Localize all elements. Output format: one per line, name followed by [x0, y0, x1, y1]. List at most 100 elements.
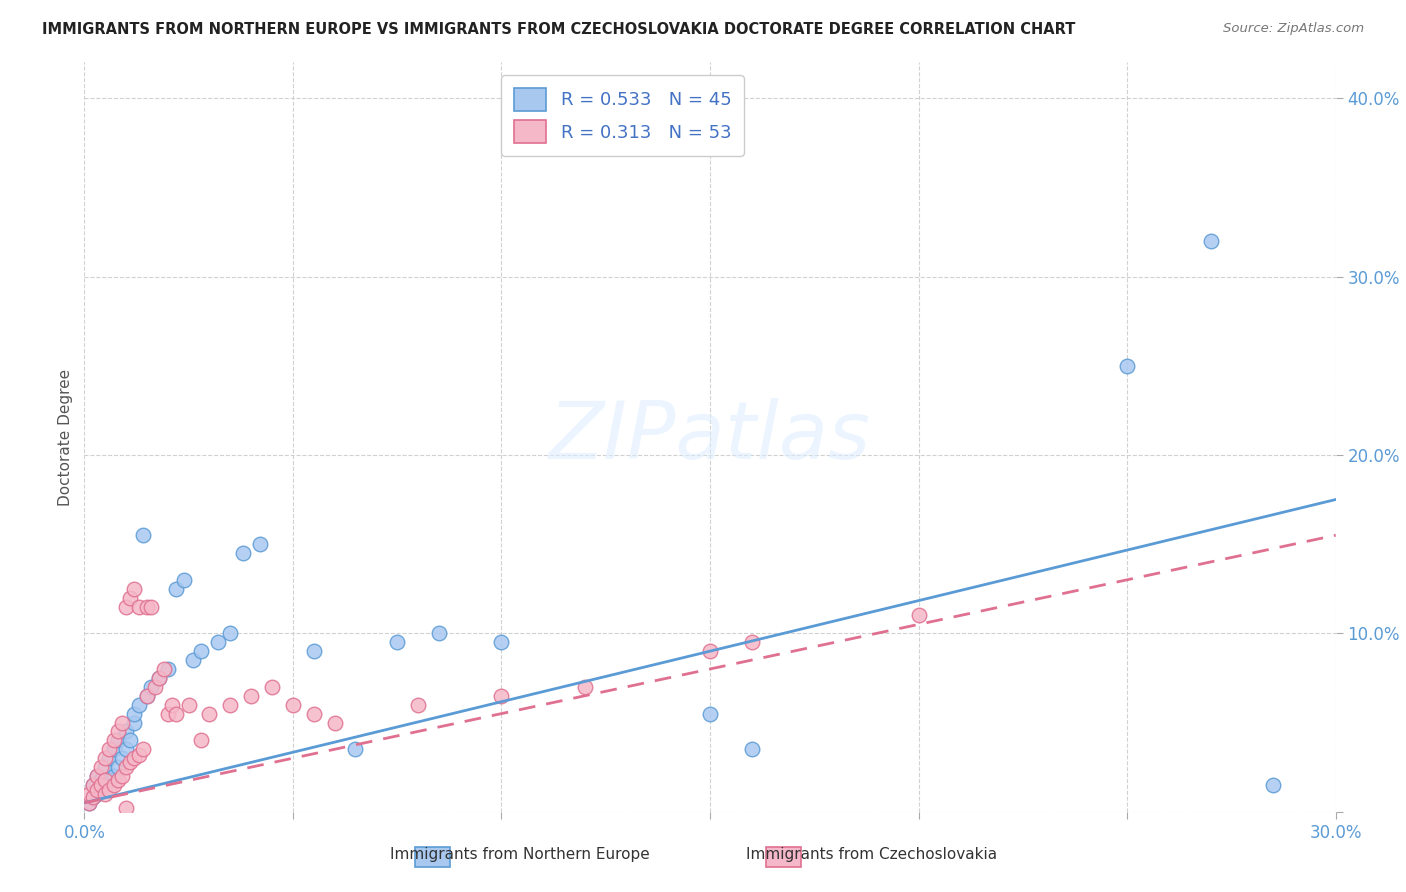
Point — [148, 671, 170, 685]
Point — [143, 680, 166, 694]
Point — [86, 769, 108, 783]
Point — [124, 715, 146, 730]
Point — [124, 706, 146, 721]
Point — [262, 680, 284, 694]
Point — [249, 537, 271, 551]
Point — [219, 626, 242, 640]
Point — [240, 689, 263, 703]
Point — [77, 796, 100, 810]
Point — [86, 769, 108, 783]
Point — [128, 747, 150, 762]
Point — [219, 698, 242, 712]
Point — [741, 742, 763, 756]
Point — [128, 599, 150, 614]
Point — [103, 733, 125, 747]
Point — [111, 769, 134, 783]
Point — [1116, 359, 1139, 373]
Text: Immigrants from Czechoslovakia: Immigrants from Czechoslovakia — [747, 847, 997, 862]
Point — [124, 751, 146, 765]
Point — [132, 742, 155, 756]
Text: Source: ZipAtlas.com: Source: ZipAtlas.com — [1223, 22, 1364, 36]
Y-axis label: Doctorate Degree: Doctorate Degree — [58, 368, 73, 506]
Point — [302, 706, 325, 721]
Point — [94, 760, 117, 774]
Point — [427, 626, 450, 640]
Point — [574, 680, 596, 694]
Point — [160, 698, 183, 712]
Point — [82, 778, 104, 792]
Text: IMMIGRANTS FROM NORTHERN EUROPE VS IMMIGRANTS FROM CZECHOSLOVAKIA DOCTORATE DEGR: IMMIGRANTS FROM NORTHERN EUROPE VS IMMIG… — [42, 22, 1076, 37]
Point — [385, 635, 409, 649]
Point — [165, 582, 187, 596]
Point — [103, 769, 125, 783]
Point — [741, 635, 763, 649]
Point — [699, 644, 721, 658]
Point — [136, 689, 159, 703]
Text: Immigrants from Northern Europe: Immigrants from Northern Europe — [391, 847, 650, 862]
Point — [323, 715, 346, 730]
Point — [98, 783, 121, 797]
Point — [132, 528, 155, 542]
Point — [82, 790, 104, 805]
Point — [94, 787, 117, 801]
Point — [90, 783, 112, 797]
Point — [77, 787, 100, 801]
Point — [86, 783, 108, 797]
Point — [115, 760, 138, 774]
Point — [1199, 234, 1222, 248]
Text: ZIPatlas: ZIPatlas — [548, 398, 872, 476]
Point — [111, 715, 134, 730]
Point — [1263, 778, 1285, 792]
Point — [344, 742, 367, 756]
Point — [90, 772, 112, 787]
Point — [103, 742, 125, 756]
Point — [907, 608, 929, 623]
Point — [190, 733, 212, 747]
Point — [115, 599, 138, 614]
Point — [302, 644, 325, 658]
Point — [198, 706, 221, 721]
Point — [82, 778, 104, 792]
Point — [491, 689, 513, 703]
Point — [699, 706, 721, 721]
Point — [94, 778, 117, 792]
Point — [120, 733, 142, 747]
Point — [232, 546, 254, 560]
Point — [107, 772, 129, 787]
Point — [491, 635, 513, 649]
Point — [156, 706, 179, 721]
Point — [90, 760, 112, 774]
Point — [406, 698, 429, 712]
Point — [90, 778, 112, 792]
Point — [103, 778, 125, 792]
Point — [156, 662, 179, 676]
Point — [77, 796, 100, 810]
Point — [207, 635, 229, 649]
Point — [177, 698, 200, 712]
Point — [152, 662, 174, 676]
Point — [94, 751, 117, 765]
Point — [139, 680, 162, 694]
Point — [120, 755, 142, 769]
Legend: R = 0.533   N = 45, R = 0.313   N = 53: R = 0.533 N = 45, R = 0.313 N = 53 — [501, 75, 744, 156]
Point — [115, 801, 138, 815]
Point — [281, 698, 304, 712]
Point — [86, 787, 108, 801]
Point — [173, 573, 195, 587]
Point — [82, 790, 104, 805]
Point — [165, 706, 187, 721]
Point — [107, 724, 129, 739]
Point — [120, 591, 142, 605]
Point — [98, 772, 121, 787]
Point — [107, 733, 129, 747]
Point — [124, 582, 146, 596]
Point — [115, 724, 138, 739]
Point — [136, 599, 159, 614]
Point — [139, 599, 162, 614]
Point — [94, 772, 117, 787]
Point — [98, 751, 121, 765]
Point — [128, 698, 150, 712]
Point — [190, 644, 212, 658]
Point — [115, 742, 138, 756]
Point — [111, 751, 134, 765]
